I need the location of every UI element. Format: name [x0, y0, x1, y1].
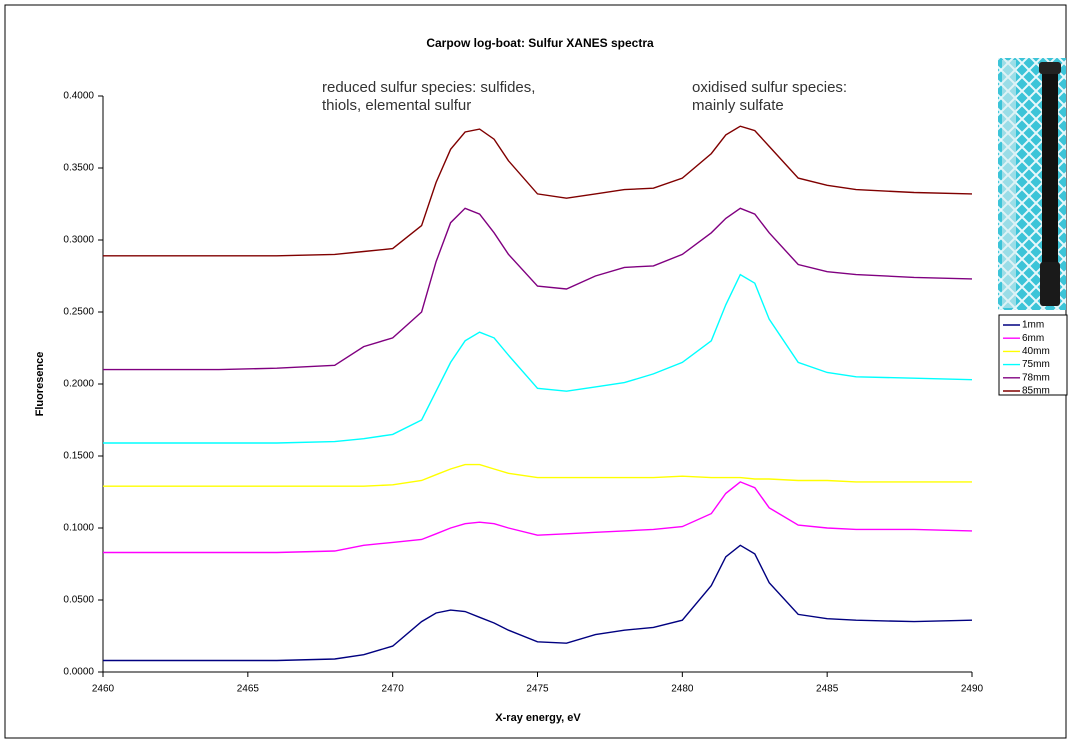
legend-label: 78mm — [1022, 372, 1050, 383]
photo — [998, 58, 1066, 310]
y-axis-label: Fluoresence — [34, 352, 46, 417]
y-tick-label: 0.3500 — [63, 163, 94, 174]
x-tick-label: 2470 — [382, 684, 405, 695]
x-tick-label: 2465 — [237, 684, 260, 695]
x-tick-label: 2460 — [92, 684, 115, 695]
y-tick-label: 0.2000 — [63, 379, 94, 390]
x-tick-label: 2480 — [671, 684, 694, 695]
annotation: reduced sulfur species: sulfides, — [322, 79, 535, 96]
legend-label: 40mm — [1022, 346, 1050, 357]
legend-label: 75mm — [1022, 359, 1050, 370]
annotation: mainly sulfate — [692, 97, 784, 114]
x-axis-label: X-ray energy, eV — [495, 712, 581, 724]
chart: Carpow log-boat: Sulfur XANES spectra X-… — [0, 0, 1072, 744]
legend-label: 85mm — [1022, 386, 1050, 397]
x-tick-label: 2490 — [961, 684, 984, 695]
x-tick-label: 2485 — [816, 684, 839, 695]
y-tick-label: 0.4000 — [63, 91, 94, 102]
annotation: oxidised sulfur species: — [692, 79, 847, 96]
annotation: thiols, elemental sulfur — [322, 97, 471, 114]
y-tick-label: 0.1000 — [63, 523, 94, 534]
y-tick-label: 0.0500 — [63, 595, 94, 606]
legend-label: 6mm — [1022, 333, 1044, 344]
y-tick-label: 0.3000 — [63, 235, 94, 246]
y-tick-label: 0.1500 — [63, 451, 94, 462]
x-tick-label: 2475 — [526, 684, 549, 695]
chart-frame — [5, 5, 1066, 738]
legend-label: 1mm — [1022, 320, 1044, 331]
chart-title: Carpow log-boat: Sulfur XANES spectra — [426, 36, 654, 50]
y-tick-label: 0.0000 — [63, 667, 94, 678]
y-tick-label: 0.2500 — [63, 307, 94, 318]
